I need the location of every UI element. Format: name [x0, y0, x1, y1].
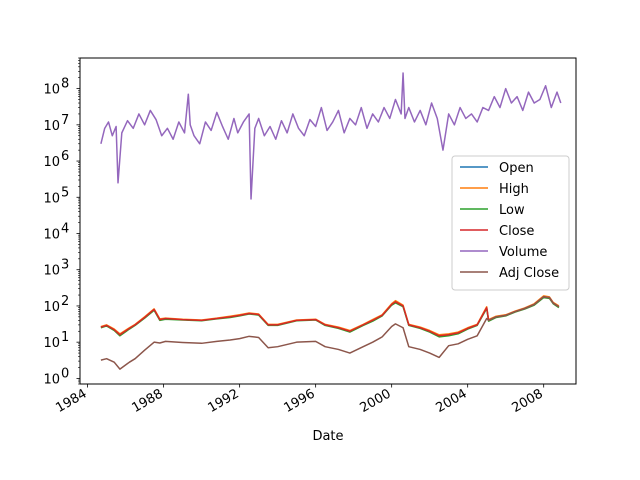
legend-label-1: High [499, 182, 529, 197]
y-tick-exponent-1: 1 [61, 330, 69, 345]
y-tick-exponent-2: 2 [61, 294, 69, 309]
y-tick-exponent-3: 3 [61, 258, 69, 273]
y-tick-label-5: 10 [43, 191, 60, 206]
plot-frame [79, 57, 577, 385]
legend-label-2: Low [499, 203, 525, 218]
series-layer [100, 72, 562, 370]
y-tick-exponent-7: 7 [61, 113, 69, 128]
y-tick-exponent-4: 4 [61, 222, 69, 237]
x-axis-label: Date [312, 429, 343, 444]
legend-label-0: Open [499, 161, 534, 176]
y-tick-label-1: 10 [43, 336, 60, 351]
y-tick-exponent-8: 8 [61, 77, 69, 92]
series-line-4 [100, 72, 562, 200]
y-tick-label-2: 10 [43, 300, 60, 315]
y-tick-exponent-5: 5 [61, 185, 69, 200]
y-tick-exponent-0: 0 [61, 366, 69, 381]
legend-label-4: Volume [499, 245, 547, 260]
y-tick-label-0: 10 [43, 372, 60, 387]
legend: Open High Low Close Volume Adj Close [451, 155, 570, 291]
y-tick-label-3: 10 [43, 264, 60, 279]
legend-box [451, 155, 570, 291]
y-tick-exponent-6: 6 [61, 149, 69, 164]
y-tick-label-8: 10 [43, 83, 60, 98]
y-tick-label-4: 10 [43, 228, 60, 243]
y-tick-label-6: 10 [43, 155, 60, 170]
legend-label-3: Close [499, 224, 534, 239]
legend-label-5: Adj Close [499, 266, 559, 281]
y-tick-label-7: 10 [43, 119, 60, 134]
series-line-5 [100, 295, 560, 370]
